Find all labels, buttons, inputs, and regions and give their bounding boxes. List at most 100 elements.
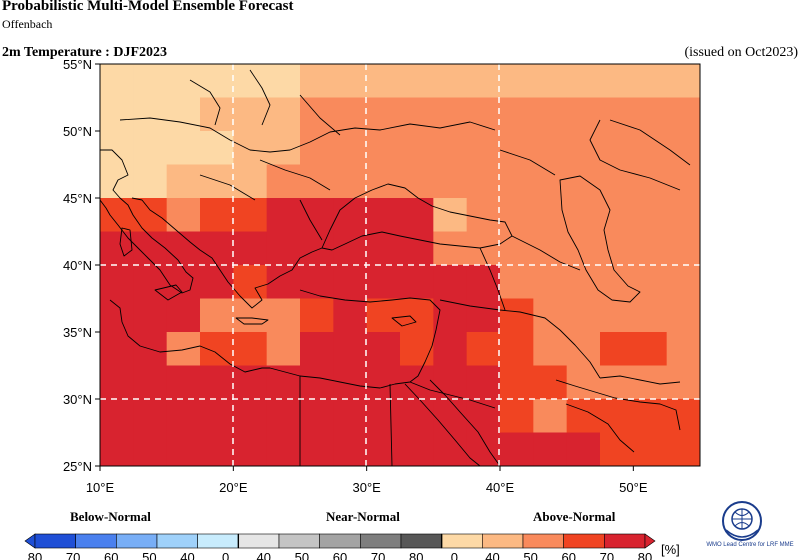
grid-cell <box>533 164 568 199</box>
legend-label: 50 <box>523 550 537 560</box>
grid-cell <box>233 164 268 199</box>
grid-cell <box>466 64 501 98</box>
legend-swatch <box>400 533 442 549</box>
grid-cell <box>500 399 534 433</box>
grid-cell <box>300 432 334 467</box>
grid-cell <box>100 298 134 333</box>
grid-cell <box>633 298 668 333</box>
grid-cell <box>400 64 434 98</box>
grid-cell <box>466 365 501 400</box>
grid-cell <box>233 131 268 165</box>
grid-cell <box>533 198 568 232</box>
grid-cell <box>566 332 601 366</box>
grid-cell <box>600 265 634 299</box>
grid-cell <box>266 265 301 299</box>
grid-cell <box>600 365 634 400</box>
grid-cell <box>533 64 568 98</box>
grid-cell <box>366 131 401 165</box>
grid-cell <box>233 298 268 333</box>
grid-cell <box>200 198 234 232</box>
grid-cell <box>100 332 134 366</box>
grid-cell <box>133 432 168 467</box>
grid-cell <box>433 399 468 433</box>
grid-cell <box>233 198 268 232</box>
grid-cell <box>600 131 634 165</box>
grid-cell <box>466 298 501 333</box>
grid-cell <box>266 164 301 199</box>
grid-cell <box>500 265 534 299</box>
grid-cell <box>666 131 701 165</box>
grid-cell <box>100 399 134 433</box>
legend-swatch <box>278 533 320 549</box>
grid-cell <box>300 164 334 199</box>
grid-cell <box>333 64 368 98</box>
coastlines <box>99 69 691 467</box>
legend-swatch <box>319 533 361 549</box>
grid-cell <box>233 231 268 266</box>
grid-cell <box>133 97 168 132</box>
legend-unit: [%] <box>661 542 680 557</box>
grid-cell <box>366 164 401 199</box>
lon-tick-label: 40°E <box>486 480 515 495</box>
legend-label: 0 <box>222 550 229 560</box>
variable-title: 2m Temperature : DJF2023 <box>2 45 167 60</box>
grid-cell <box>166 231 201 266</box>
legend-swatch <box>75 533 117 549</box>
grid-cell <box>333 365 368 400</box>
grid-cell <box>233 399 268 433</box>
legend-label: 0 <box>451 550 458 560</box>
lon-tick-label: 10°E <box>86 480 115 495</box>
legend-swatch <box>522 533 564 549</box>
grid-cell <box>433 332 468 366</box>
lat-tick-label: 35°N <box>63 325 92 340</box>
grid-cell <box>366 432 401 467</box>
grid-cell <box>600 198 634 232</box>
lat-tick-label: 55°N <box>63 57 92 72</box>
grid-cell <box>100 265 134 299</box>
grid-cell <box>400 298 434 333</box>
legend-label: 40 <box>180 550 194 560</box>
grid-cell <box>466 432 501 467</box>
grid-cell <box>133 131 168 165</box>
grid-cell <box>300 298 334 333</box>
grid-cell <box>433 231 468 266</box>
grid-cell <box>300 198 334 232</box>
legend-label: 70 <box>600 550 614 560</box>
grid-cell <box>600 432 634 467</box>
grid-cell <box>366 231 401 266</box>
lon-tick-label: 30°E <box>352 480 381 495</box>
grid-cell <box>533 432 568 467</box>
grid-cell <box>466 198 501 232</box>
longitude-labels: 10°E 20°E 30°E 40°E 50°E <box>86 480 648 495</box>
grid-cell <box>333 332 368 366</box>
grid-cell <box>500 198 534 232</box>
grid-cell <box>233 64 268 98</box>
grid-cell <box>633 231 668 266</box>
grid-cell <box>533 298 568 333</box>
grid-cell <box>200 399 234 433</box>
grid-cell <box>166 64 201 98</box>
grid-cell <box>366 198 401 232</box>
grid-cell <box>300 265 334 299</box>
lon-tick-label: 50°E <box>619 480 648 495</box>
grid-cell <box>100 97 134 132</box>
grid-cell <box>633 97 668 132</box>
legend-label: 50 <box>142 550 156 560</box>
grid-cell <box>133 365 168 400</box>
grid-cell <box>500 332 534 366</box>
grid-cell <box>233 332 268 366</box>
grid-cell <box>400 265 434 299</box>
grid-cell <box>566 298 601 333</box>
grid-cell <box>633 432 668 467</box>
grid-cell <box>600 298 634 333</box>
legend-swatch <box>156 533 198 549</box>
grid-cell <box>266 365 301 400</box>
grid-cell <box>633 332 668 366</box>
latitude-labels: 25°N 30°N 35°N 40°N 45°N 50°N 55°N <box>63 57 92 474</box>
grid-cell <box>200 64 234 98</box>
lon-tick-label: 20°E <box>219 480 248 495</box>
grid-cell <box>300 365 334 400</box>
grid-cell <box>200 298 234 333</box>
lat-tick-label: 30°N <box>63 392 92 407</box>
grid-cell <box>433 64 468 98</box>
